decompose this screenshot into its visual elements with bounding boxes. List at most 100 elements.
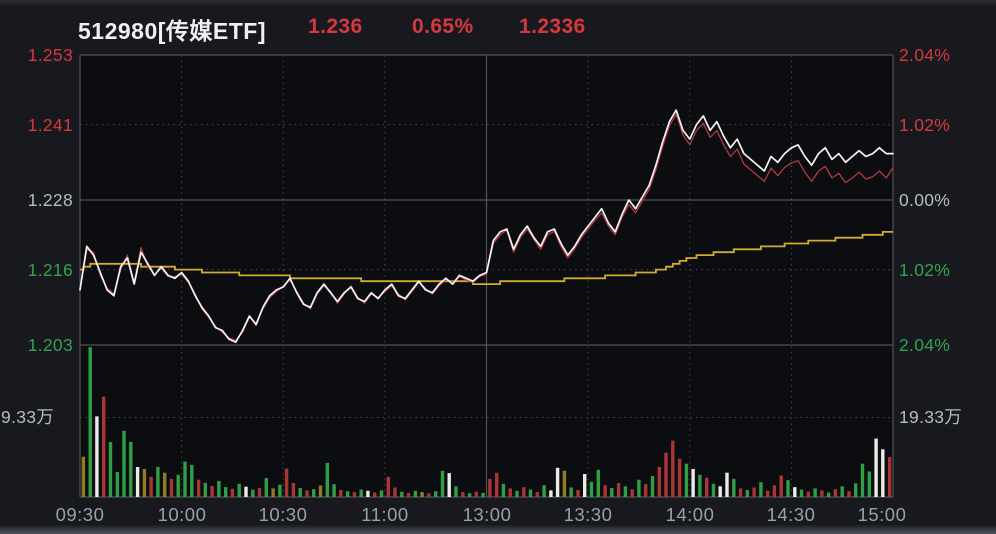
volume-bar	[115, 471, 119, 497]
volume-bar	[352, 492, 357, 497]
volume-bar	[691, 469, 695, 497]
volume-bar	[698, 474, 702, 497]
volume-bar	[515, 490, 519, 497]
volume-bar	[752, 487, 756, 497]
volume-bar	[840, 486, 844, 497]
volume-bar	[610, 487, 614, 497]
volume-bar	[779, 475, 783, 497]
volume-bar	[528, 489, 533, 497]
volume-bar	[291, 483, 296, 497]
volume-bar	[413, 490, 418, 497]
volume-bar	[569, 487, 573, 497]
volume-bar	[278, 484, 282, 497]
volume-bar	[210, 485, 214, 497]
volume-bar	[887, 457, 892, 497]
volume-bar	[522, 487, 526, 497]
volume-bar	[664, 452, 668, 497]
volume-bar	[406, 492, 411, 497]
last-price: 1.236	[308, 15, 363, 38]
volume-bar	[271, 488, 275, 497]
volume-bar	[806, 491, 810, 497]
volume-bar	[359, 489, 363, 497]
volume-bar	[447, 473, 451, 497]
volume-bar	[738, 488, 743, 497]
volume-bar	[542, 485, 546, 497]
volume-bar	[393, 487, 397, 497]
volume-bar	[549, 490, 553, 497]
volume-bar	[820, 490, 824, 497]
volume-bar	[122, 430, 126, 497]
volume-bar	[217, 481, 221, 497]
volume-bar	[203, 483, 207, 497]
volume-bars	[81, 347, 892, 497]
volume-bar	[589, 481, 594, 497]
stock-code-title: 512980[传媒ETF]	[78, 18, 267, 44]
volume-bar	[488, 478, 492, 497]
volume-bar	[129, 441, 133, 497]
volume-bar	[373, 492, 377, 497]
average-price-line	[80, 231, 893, 285]
volume-bar	[196, 479, 201, 497]
volume-bar	[793, 487, 797, 497]
volume-bar	[732, 478, 736, 497]
volume-bar	[264, 478, 268, 497]
volume-bar	[339, 490, 343, 497]
volume-bar	[495, 472, 499, 497]
volume-bar	[644, 484, 648, 497]
volume-bar	[332, 484, 336, 497]
volume-bar	[284, 468, 289, 497]
volume-bar	[237, 483, 241, 497]
top-edge-strip	[0, 0, 996, 7]
volume-bar	[576, 490, 580, 497]
volume-bar	[772, 485, 777, 497]
volume-bar	[630, 489, 634, 497]
volume-bar	[684, 463, 689, 497]
volume-bar	[176, 474, 180, 497]
volume-bar	[88, 347, 92, 497]
volume-bar	[386, 476, 390, 497]
volume-bar	[81, 456, 86, 497]
volume-bar	[657, 467, 661, 497]
volume-bar	[766, 490, 770, 497]
volume-bar	[427, 493, 431, 497]
volume-bar	[745, 490, 749, 497]
bottom-edge-strip	[0, 525, 996, 534]
volume-bar	[799, 489, 804, 497]
volume-bar	[102, 396, 106, 497]
volume-bar	[854, 483, 858, 497]
volume-bar	[156, 467, 160, 497]
volume-bar	[400, 491, 404, 497]
volume-bar	[108, 441, 113, 497]
volume-bar	[650, 476, 655, 497]
volume-bar	[345, 491, 350, 497]
volume-bar	[454, 486, 458, 497]
volume-bar	[305, 490, 309, 497]
volume-bar	[555, 467, 560, 497]
volume-bar	[759, 482, 763, 497]
volume-bar	[230, 488, 235, 497]
iopv-value: 1.2336	[519, 15, 586, 38]
volume-bar	[847, 491, 851, 497]
volume-bar	[508, 488, 512, 497]
volume-bar	[163, 472, 167, 497]
volume-bar	[637, 479, 641, 497]
volume-bar	[786, 480, 790, 497]
volume-bar	[603, 485, 607, 497]
volume-bar	[718, 486, 722, 497]
volume-bar	[318, 485, 323, 497]
volume-bar	[467, 493, 472, 497]
volume-bar	[813, 488, 817, 497]
volume-bar	[135, 467, 140, 497]
volume-bar	[366, 490, 370, 497]
volume-bar	[95, 416, 99, 497]
volume-bar	[420, 492, 424, 497]
volume-bar	[501, 483, 506, 497]
volume-bar	[677, 458, 682, 497]
volume-bar	[298, 487, 302, 497]
price-line	[79, 109, 894, 343]
volume-bar	[312, 489, 316, 497]
volume-bar	[562, 470, 567, 497]
volume-bar	[671, 440, 675, 497]
volume-bar	[860, 463, 865, 497]
